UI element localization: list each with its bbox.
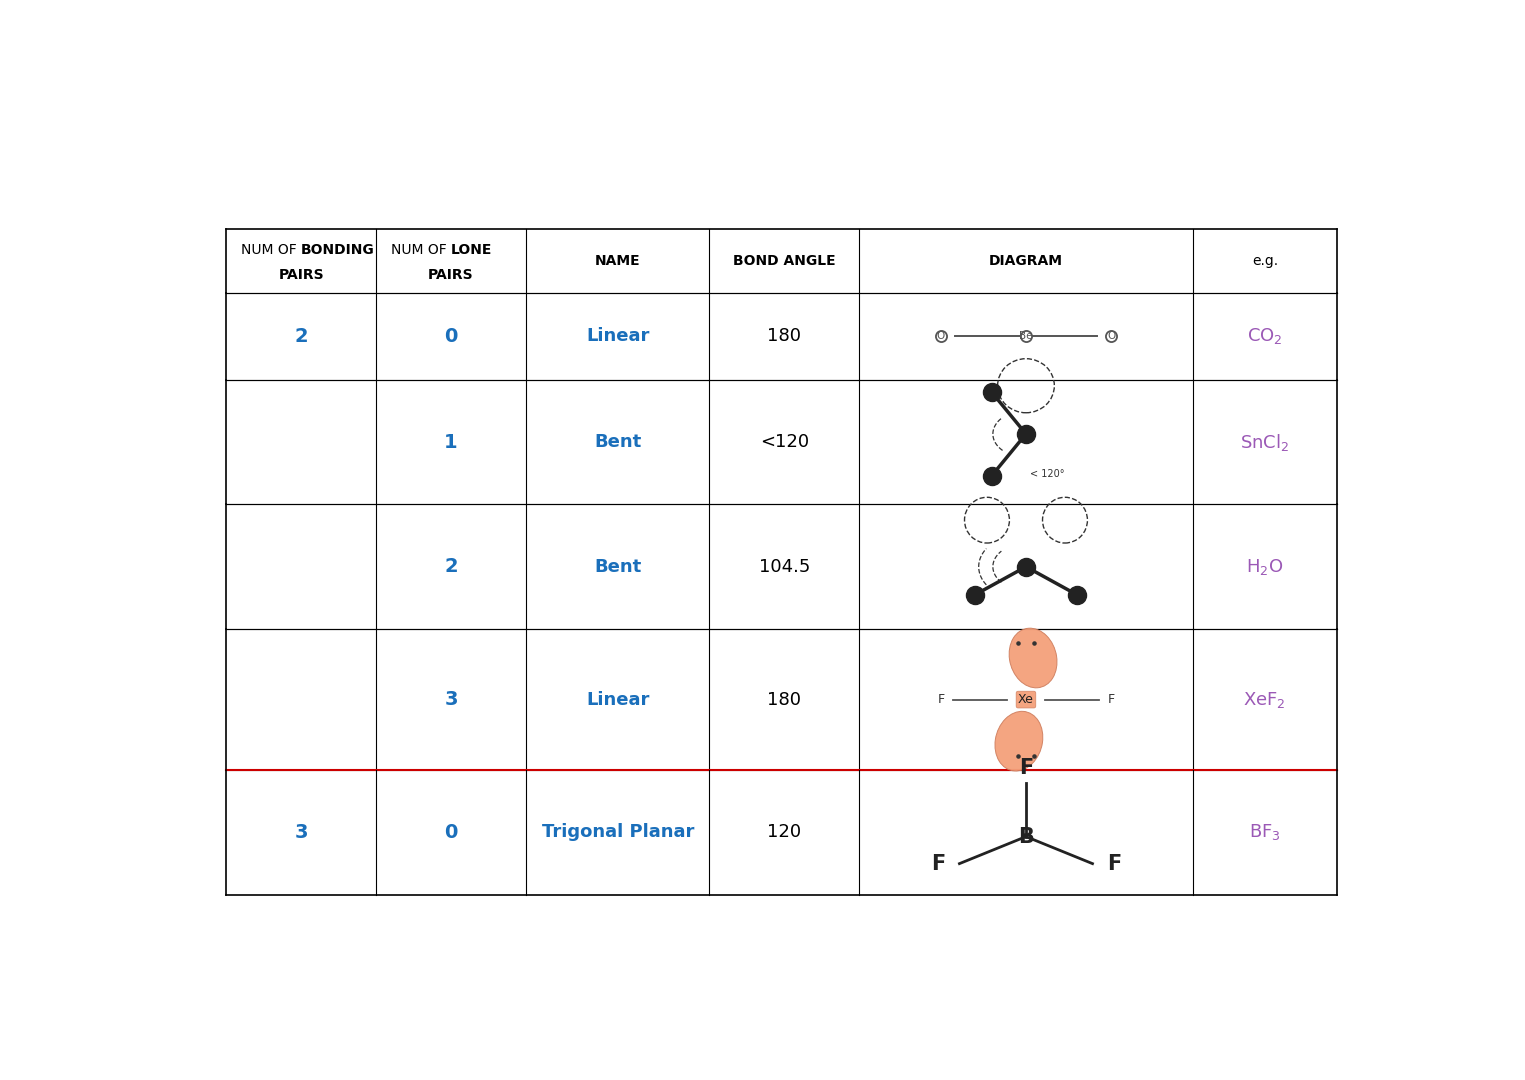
Text: NUM OF: NUM OF	[390, 243, 451, 257]
Text: 0: 0	[444, 823, 458, 842]
Text: NUM OF: NUM OF	[241, 243, 300, 257]
Text: B: B	[1019, 826, 1034, 847]
Text: 2: 2	[444, 557, 458, 577]
Text: PAIRS: PAIRS	[278, 268, 323, 282]
Text: F: F	[1019, 757, 1032, 778]
Text: 180: 180	[767, 327, 801, 346]
Text: 3: 3	[444, 690, 458, 710]
Text: 1: 1	[444, 433, 458, 451]
Text: O: O	[1107, 332, 1115, 341]
Text: CO$_2$: CO$_2$	[1247, 326, 1283, 347]
Text: BF$_3$: BF$_3$	[1249, 823, 1281, 842]
Text: 104.5: 104.5	[758, 557, 810, 576]
Text: LONE: LONE	[451, 243, 493, 257]
Text: H$_2$O: H$_2$O	[1246, 556, 1284, 577]
Text: <120: <120	[759, 433, 808, 451]
Text: Xe: Xe	[1019, 693, 1034, 706]
Text: 180: 180	[767, 690, 801, 708]
Text: Linear: Linear	[586, 690, 650, 708]
Text: F: F	[1107, 853, 1121, 874]
Text: 3: 3	[294, 823, 308, 842]
Text: DIAGRAM: DIAGRAM	[990, 254, 1063, 268]
Text: Be: Be	[1019, 332, 1032, 341]
Text: F: F	[932, 853, 946, 874]
Ellipse shape	[994, 712, 1043, 771]
Text: SnCl$_2$: SnCl$_2$	[1240, 432, 1290, 453]
Text: Trigonal Planar: Trigonal Planar	[541, 823, 694, 841]
Text: BONDING: BONDING	[300, 243, 375, 257]
Text: Bent: Bent	[595, 433, 642, 451]
Text: PAIRS: PAIRS	[429, 268, 474, 282]
Text: 2: 2	[294, 327, 308, 346]
Text: F: F	[938, 693, 944, 706]
Text: 0: 0	[444, 327, 458, 346]
Ellipse shape	[1010, 629, 1057, 688]
Text: Bent: Bent	[595, 557, 642, 576]
Text: e.g.: e.g.	[1252, 254, 1278, 268]
Text: BOND ANGLE: BOND ANGLE	[734, 254, 836, 268]
Text: XeF$_2$: XeF$_2$	[1243, 690, 1286, 710]
Text: NAME: NAME	[595, 254, 640, 268]
Text: < 120°: < 120°	[1029, 469, 1064, 478]
Text: Linear: Linear	[586, 327, 650, 346]
Text: 120: 120	[767, 823, 802, 841]
Text: F: F	[1107, 693, 1115, 706]
Text: O: O	[936, 332, 946, 341]
